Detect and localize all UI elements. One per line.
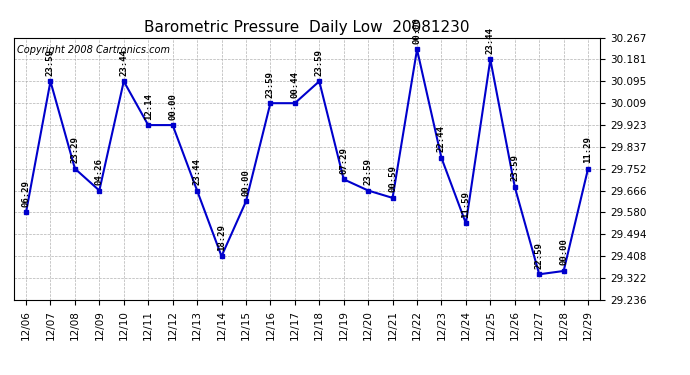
Text: 04:26: 04:26: [95, 158, 103, 185]
Text: 23:59: 23:59: [364, 158, 373, 185]
Text: 23:44: 23:44: [193, 158, 201, 185]
Text: 12:14: 12:14: [144, 93, 152, 120]
Text: 00:00: 00:00: [413, 17, 422, 44]
Text: 00:00: 00:00: [168, 93, 177, 120]
Text: 23:59: 23:59: [46, 49, 55, 76]
Title: Barometric Pressure  Daily Low  20081230: Barometric Pressure Daily Low 20081230: [144, 20, 470, 35]
Text: 07:29: 07:29: [339, 147, 348, 174]
Text: 00:00: 00:00: [241, 169, 250, 196]
Text: 23:59: 23:59: [315, 49, 324, 76]
Text: 23:44: 23:44: [486, 27, 495, 54]
Text: 00:59: 00:59: [388, 165, 397, 192]
Text: 11:29: 11:29: [584, 136, 593, 163]
Text: Copyright 2008 Cartronics.com: Copyright 2008 Cartronics.com: [17, 45, 170, 56]
Text: 00:44: 00:44: [290, 71, 299, 98]
Text: 23:29: 23:29: [70, 136, 79, 163]
Text: 23:44: 23:44: [119, 49, 128, 76]
Text: 23:59: 23:59: [511, 154, 520, 182]
Text: 22:59: 22:59: [535, 242, 544, 269]
Text: 00:00: 00:00: [559, 238, 568, 266]
Text: 18:29: 18:29: [217, 224, 226, 251]
Text: 22:44: 22:44: [437, 126, 446, 152]
Text: 06:29: 06:29: [21, 180, 30, 207]
Text: 23:59: 23:59: [266, 71, 275, 98]
Text: 11:59: 11:59: [462, 191, 471, 218]
